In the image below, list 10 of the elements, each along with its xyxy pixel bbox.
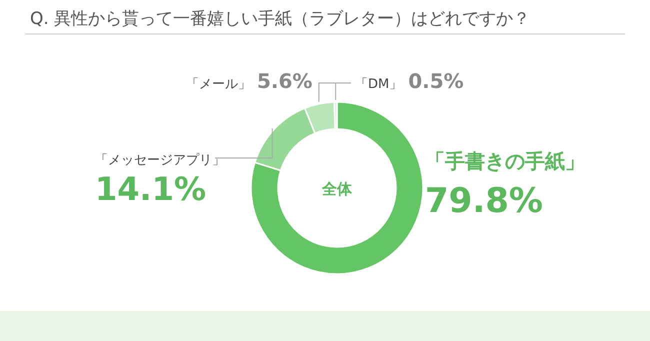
text: 全体 (321, 180, 353, 198)
data-label: 79.8% (425, 181, 543, 221)
data-label: 5.6% (257, 69, 312, 93)
slice-label: 「メッセージアプリ」 (95, 153, 225, 168)
slice-label: 「手書きの手紙」 (425, 149, 585, 173)
slice-label: 「メール」 (186, 77, 251, 92)
title: Q. 異性から貰って一番嬉しい手紙（ラブレター）はどれですか？ (30, 9, 530, 29)
slice-label: 「DM」 (355, 77, 402, 92)
data-label: 14.1% (95, 170, 206, 208)
data-label: 0.5% (408, 69, 464, 93)
